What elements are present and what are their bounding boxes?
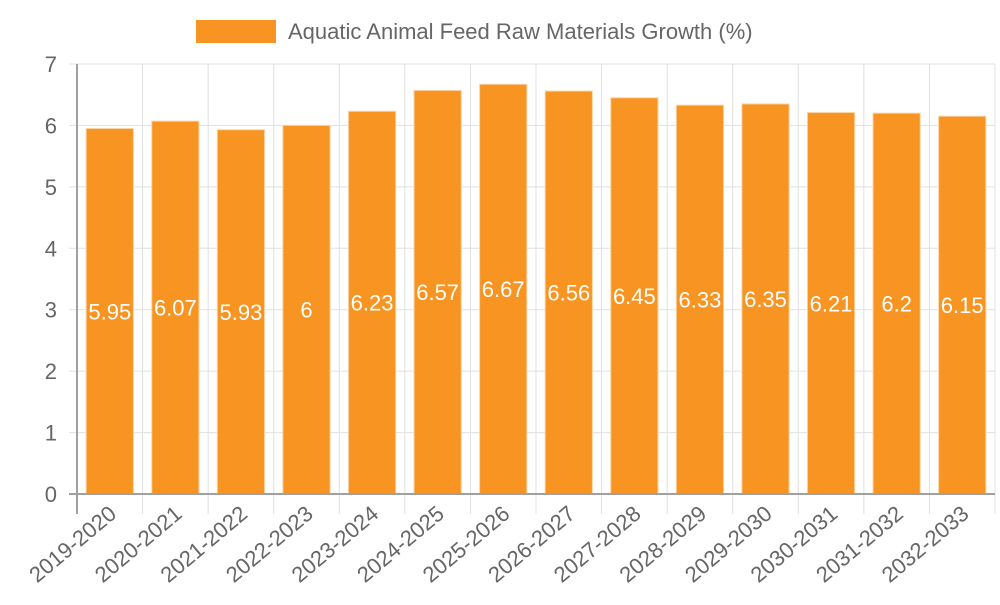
bar[interactable] (544, 90, 593, 495)
y-tick-label: 5 (45, 175, 57, 200)
bar[interactable] (85, 128, 134, 495)
bar-value-label: 6.67 (482, 277, 525, 302)
bar[interactable] (806, 112, 856, 495)
legend-swatch[interactable] (196, 20, 276, 43)
y-tick-label: 3 (45, 298, 57, 323)
bar[interactable] (282, 124, 331, 495)
bar[interactable] (413, 89, 462, 495)
bar-value-label: 6.2 (881, 292, 912, 317)
bar-value-label: 6.07 (154, 296, 197, 321)
bar[interactable] (675, 104, 725, 495)
y-tick-label: 0 (45, 482, 57, 507)
bar[interactable] (216, 129, 266, 495)
data-labels: 5.95 6.07 5.93 6 6.23 6.57 6.67 6.56 6.45 6.33 6.3… (88, 277, 983, 325)
axes (69, 64, 995, 514)
bar-value-label: 6.23 (351, 291, 394, 316)
bar[interactable] (741, 103, 790, 495)
bar[interactable] (610, 97, 659, 495)
bar-value-label: 6.45 (613, 284, 656, 309)
bar-value-label: 6 (300, 298, 312, 323)
bar-value-label: 5.93 (220, 300, 263, 325)
y-tick-label: 7 (45, 52, 57, 77)
bar[interactable] (347, 110, 397, 495)
bar-value-label: 6.35 (744, 287, 787, 312)
legend[interactable]: Aquatic Animal Feed Raw Materials Growth… (196, 19, 753, 44)
bar[interactable] (151, 120, 200, 495)
grid-lines (69, 63, 996, 514)
bar[interactable] (872, 112, 921, 495)
y-tick-label: 4 (45, 236, 57, 261)
y-tick-label: 2 (45, 359, 57, 384)
bar-value-label: 6.15 (941, 293, 984, 318)
y-tick-label: 6 (45, 113, 57, 138)
bars (85, 83, 987, 495)
bar[interactable] (479, 83, 528, 495)
legend-label[interactable]: Aquatic Animal Feed Raw Materials Growth… (288, 19, 753, 44)
bar-value-label: 6.21 (810, 291, 853, 316)
bar-value-label: 6.33 (679, 288, 722, 313)
bar-value-label: 6.57 (416, 280, 459, 305)
bar-value-label: 6.56 (547, 281, 590, 306)
bar-value-label: 5.95 (88, 299, 131, 324)
y-tick-label: 1 (45, 421, 57, 446)
